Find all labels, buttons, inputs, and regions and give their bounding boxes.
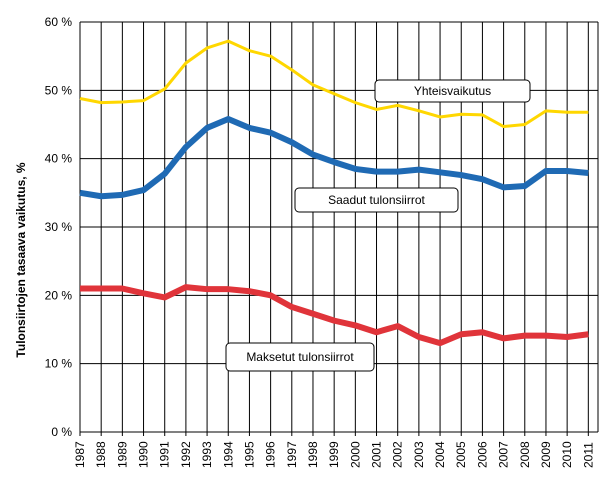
y-tick-label: 10 % — [45, 357, 73, 371]
x-tick-label: 1998 — [306, 441, 320, 468]
y-tick-label: 0 % — [51, 425, 72, 439]
x-tick-label: 1990 — [137, 441, 151, 468]
x-tick-label: 1992 — [179, 441, 193, 468]
y-tick-label: 30 % — [45, 220, 73, 234]
series-lines — [79, 39, 589, 347]
x-tick-label: 2007 — [497, 441, 511, 468]
label-box — [374, 79, 531, 103]
x-tick-label: 2004 — [433, 441, 447, 468]
y-axis-label: Tulonsiirtojen tasaava vaikutus, % — [14, 162, 28, 358]
y-tick-label: 50 % — [45, 83, 73, 97]
x-tick-label: 1995 — [242, 441, 256, 468]
series-line — [79, 116, 589, 200]
x-tick-label: 1996 — [264, 441, 278, 468]
x-tick-label: 2003 — [412, 441, 426, 468]
x-tick-label: 1991 — [158, 441, 172, 468]
x-tick-label: 2008 — [518, 441, 532, 468]
series-label: Maksetut tulonsiirrot — [246, 350, 354, 364]
x-tick-label: 2009 — [539, 441, 553, 468]
x-tick-label: 2011 — [581, 442, 595, 468]
series-line — [79, 39, 589, 129]
y-tick-label: 40 % — [45, 152, 73, 166]
x-tick-label: 1999 — [327, 441, 341, 468]
series-label: Saadut tulonsiirrot — [328, 193, 425, 207]
x-tick-label: 2006 — [475, 441, 489, 468]
series-line — [80, 284, 589, 347]
x-tick-label: 1989 — [115, 441, 129, 468]
label-box — [294, 187, 459, 213]
x-tick-label: 1987 — [73, 441, 87, 468]
series-label: Yhteisvaikutus — [414, 84, 491, 98]
x-tick-label: 1988 — [94, 441, 108, 468]
x-tick-label: 2002 — [391, 441, 405, 468]
x-tick-label: 2001 — [370, 441, 384, 468]
y-ticks: 0 % 10 % 20 % 30 % 40 % 50 % 60 % — [45, 15, 73, 439]
label-box — [225, 342, 375, 372]
x-tick-label: 2005 — [454, 441, 468, 468]
x-tick-label: 1993 — [200, 441, 214, 468]
grid — [79, 21, 599, 436]
x-tick-label: 1994 — [221, 441, 235, 468]
y-tick-label: 60 % — [45, 15, 73, 29]
x-tick-label: 1997 — [285, 441, 299, 468]
y-tick-label: 20 % — [45, 288, 73, 302]
x-tick-label: 2000 — [348, 441, 362, 468]
x-ticks: 1987 1988 1989 1990 1991 1992 1993 1994 1995 1996… — [73, 441, 595, 468]
series-labels: Yhteisvaikutus Saadut tulonsiirrot Maksetu… — [225, 79, 531, 372]
x-tick-label: 2010 — [560, 441, 574, 468]
